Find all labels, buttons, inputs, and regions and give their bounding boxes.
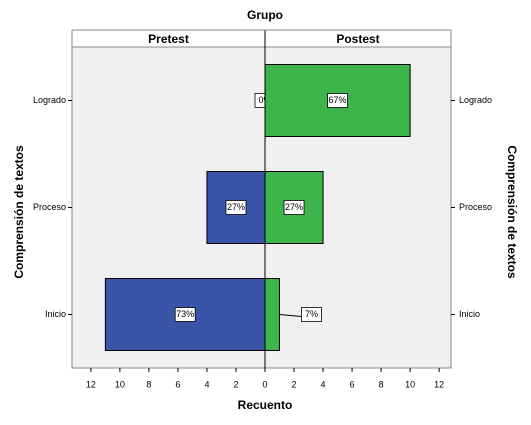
x-tick-label: 2 xyxy=(233,379,238,389)
x-tick-label: 2 xyxy=(292,379,297,389)
label-box xyxy=(283,200,305,215)
x-tick-label: 12 xyxy=(434,379,444,389)
label-box xyxy=(174,307,196,322)
bar-label: 27% xyxy=(285,202,303,212)
panel-label: Postest xyxy=(336,32,379,46)
y-tick-label: Logrado xyxy=(33,95,66,105)
label-box xyxy=(327,93,348,108)
y-tick-label-right: Logrado xyxy=(459,95,492,105)
x-tick-label: 10 xyxy=(405,379,415,389)
y-tick-label-right: Inicio xyxy=(459,309,480,319)
y-tick-label-right: Proceso xyxy=(459,202,492,212)
x-tick-label: 10 xyxy=(115,379,125,389)
x-tick-label: 4 xyxy=(321,379,326,389)
y-axis-label-right: Comprensión de textos xyxy=(505,145,519,279)
y-tick-label: Proceso xyxy=(33,202,66,212)
bar-label: 27% xyxy=(227,202,245,212)
y-tick-label: Inicio xyxy=(45,309,66,319)
panel-label: Pretest xyxy=(148,32,189,46)
x-tick-label: 0 xyxy=(262,379,267,389)
x-tick-label: 8 xyxy=(379,379,384,389)
x-tick-label: 12 xyxy=(86,379,96,389)
leader-line xyxy=(279,314,302,317)
bar-label: 7% xyxy=(305,309,318,319)
x-tick-label: 6 xyxy=(350,379,355,389)
x-axis-label: Recuento xyxy=(238,398,293,412)
y-axis-label: Comprensión de textos xyxy=(12,145,26,279)
x-tick-label: 4 xyxy=(204,379,209,389)
x-tick-label: 8 xyxy=(146,379,151,389)
bar-label: 73% xyxy=(176,309,194,319)
label-box xyxy=(225,200,247,215)
bar xyxy=(264,278,281,351)
bar-label: 67% xyxy=(329,95,347,105)
chart-title: Grupo xyxy=(247,8,283,22)
x-tick-label: 6 xyxy=(175,379,180,389)
label-box xyxy=(301,307,322,322)
